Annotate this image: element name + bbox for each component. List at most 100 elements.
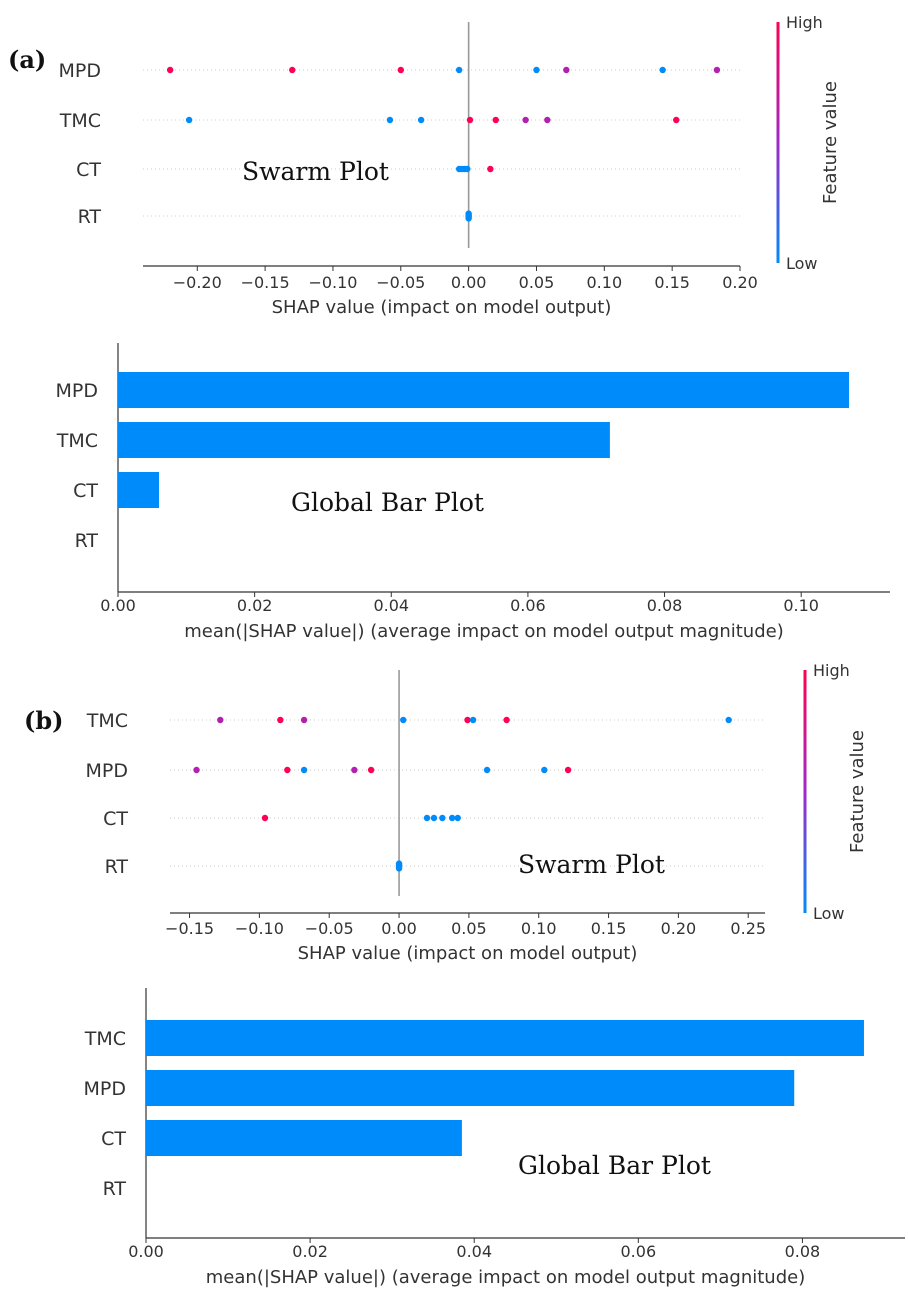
x-tick-label: 0.10	[587, 273, 623, 292]
annotation-bar: Global Bar Plot	[291, 488, 484, 517]
bar-label-rt: RT	[75, 530, 99, 552]
shap-point-tmc	[185, 116, 193, 124]
shap-point-mpd	[541, 766, 548, 774]
x-tick-label: 0.04	[456, 1242, 492, 1261]
bar-label-ct: CT	[101, 1128, 126, 1150]
swarm-plot-0: MPD TMC CT RT −0.20 −0.15 −0.10 −0.05 0.00 0.05 0.…	[8, 13, 841, 318]
shap-point-tmc	[466, 116, 474, 124]
shap-point-tmc	[277, 716, 284, 724]
shap-point-mpd	[193, 766, 200, 774]
panel-label: (a)	[8, 45, 46, 74]
annotation-swarm: Swarm Plot	[518, 850, 665, 879]
shap-point-mpd	[483, 766, 491, 774]
x-tick-label: 0.20	[722, 273, 758, 292]
shap-point-rt	[395, 865, 403, 872]
x-tick-label: −0.15	[241, 273, 290, 292]
x-tick-label: 0.25	[730, 919, 766, 938]
shap-point-tmc	[464, 716, 471, 724]
x-axis-label: SHAP value (impact on model output)	[298, 943, 638, 964]
shap-point-ct	[487, 165, 494, 173]
bar-tmc	[118, 422, 610, 458]
colorbar	[803, 670, 807, 913]
bar-ct	[118, 472, 159, 508]
shap-point-ct	[423, 814, 431, 822]
colorbar-low-label: Low	[813, 904, 845, 923]
shap-point-tmc	[300, 716, 308, 724]
x-tick-label: 0.00	[100, 596, 136, 615]
feature-label-ct: CT	[103, 808, 128, 830]
shap-point-ct	[454, 814, 461, 822]
feature-label-tmc: TMC	[86, 710, 128, 732]
shap-point-mpd	[284, 766, 291, 774]
shap-point-tmc	[386, 116, 394, 124]
shap-point-tmc	[544, 116, 551, 124]
shap-point-tmc	[417, 116, 425, 124]
x-tick-label: −0.15	[165, 919, 214, 938]
shap-point-mpd	[351, 766, 358, 774]
shap-point-tmc	[492, 116, 499, 124]
bar-label-tmc: TMC	[56, 430, 98, 452]
x-tick-label: 0.15	[591, 919, 627, 938]
shap-point-tmc	[469, 716, 477, 724]
shap-point-tmc	[725, 716, 732, 724]
x-tick-label: 0.00	[451, 273, 487, 292]
bar-label-ct: CT	[73, 480, 98, 502]
shap-point-ct	[261, 814, 269, 822]
bar-label-tmc: TMC	[84, 1028, 126, 1050]
global-bar-plot-3: TMC MPD CT RT 0.00 0.02 0.04 0.06 0.08 mean(|SHAP…	[84, 988, 905, 1288]
x-tick-label: −0.05	[305, 919, 354, 938]
x-tick-label: −0.10	[308, 273, 357, 292]
shap-point-ct	[448, 814, 456, 822]
x-tick-label: −0.10	[235, 919, 284, 938]
colorbar-title: Feature value	[820, 81, 841, 204]
shap-point-ct	[439, 814, 446, 822]
colorbar-title: Feature value	[847, 730, 868, 853]
bar-mpd	[118, 372, 850, 408]
shap-point-tmc	[503, 716, 510, 724]
x-tick-label: −0.05	[376, 273, 425, 292]
bar-mpd	[146, 1070, 795, 1106]
feature-label-tmc: TMC	[59, 110, 101, 132]
x-tick-label: 0.00	[128, 1242, 164, 1261]
feature-label-mpd: MPD	[86, 760, 128, 782]
global-bar-plot-1: MPD TMC CT RT 0.00 0.02 0.04 0.06 0.08 0.10mean(|…	[56, 343, 890, 642]
feature-label-ct: CT	[76, 159, 101, 181]
bar-label-rt: RT	[103, 1178, 127, 1200]
shap-point-tmc	[673, 116, 680, 124]
x-axis-label: SHAP value (impact on model output)	[272, 297, 612, 318]
feature-label-rt: RT	[78, 206, 102, 228]
bar-ct	[146, 1120, 462, 1156]
x-tick-label: 0.08	[785, 1242, 821, 1261]
x-tick-label: 0.10	[783, 596, 819, 615]
bar-label-mpd: MPD	[56, 380, 98, 402]
feature-label-rt: RT	[105, 856, 129, 878]
shap-point-mpd	[713, 66, 721, 74]
x-tick-label: 0.06	[510, 596, 546, 615]
x-tick-label: 0.20	[661, 919, 697, 938]
shap-point-mpd	[397, 66, 404, 74]
x-tick-label: 0.02	[237, 596, 273, 615]
x-axis-label: mean(|SHAP value|) (average impact on mo…	[184, 621, 783, 642]
shap-point-tmc	[217, 716, 224, 724]
x-tick-label: 0.02	[292, 1242, 328, 1261]
annotation-bar: Global Bar Plot	[518, 1151, 711, 1180]
colorbar-low-label: Low	[786, 254, 818, 273]
panel-label: (b)	[24, 706, 64, 735]
shap-point-ct	[430, 814, 438, 822]
colorbar-high-label: High	[813, 661, 850, 680]
shap-point-mpd	[300, 766, 308, 774]
shap-point-ct	[464, 165, 471, 173]
bar-label-mpd: MPD	[84, 1078, 126, 1100]
swarm-plot-2: TMC MPD CT RT −0.15 −0.10 −0.05 0.00 0.05 0.10 0.1…	[24, 661, 868, 964]
x-tick-label: 0.05	[451, 919, 487, 938]
shap-point-tmc	[522, 116, 529, 124]
shap-point-mpd	[533, 66, 540, 74]
x-tick-label: 0.00	[381, 919, 417, 938]
shap-point-mpd	[289, 66, 296, 74]
shap-point-mpd	[563, 66, 570, 74]
shap-point-tmc	[400, 716, 407, 724]
shap-point-mpd	[166, 66, 174, 74]
colorbar	[776, 22, 780, 263]
shap-point-mpd	[659, 66, 666, 74]
